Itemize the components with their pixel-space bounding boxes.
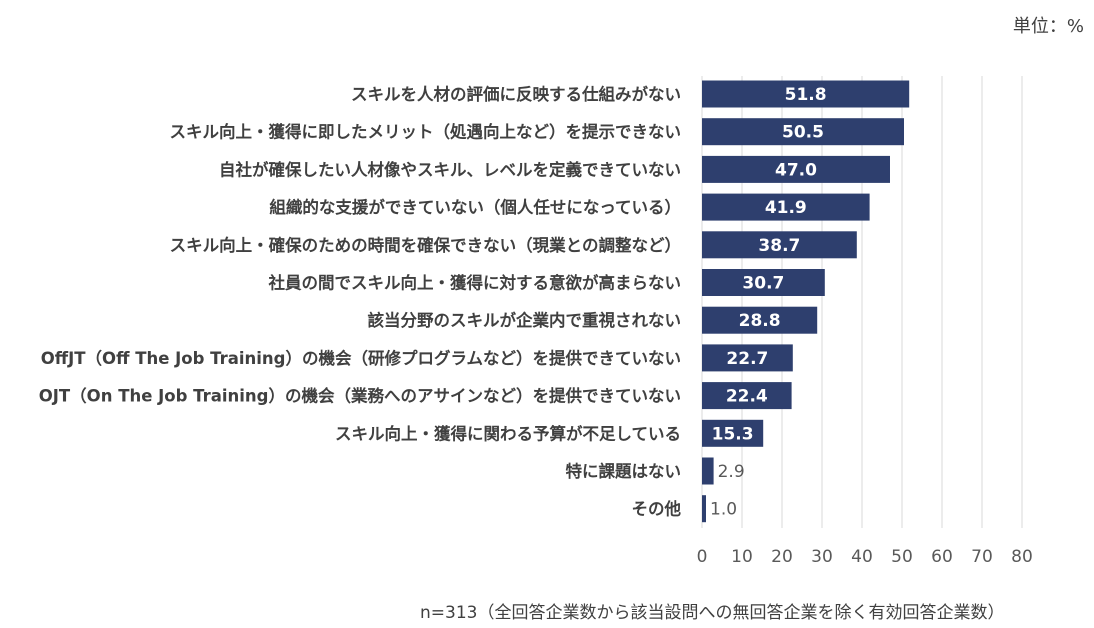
value-label: 50.5 bbox=[782, 123, 824, 143]
value-label: 38.7 bbox=[758, 236, 800, 256]
footnote: n=313（全回答企業数から該当設問への無回答企業を除く有効回答企業数） bbox=[420, 603, 1005, 623]
value-label: 22.4 bbox=[726, 387, 768, 407]
bar bbox=[702, 80, 910, 108]
bar bbox=[702, 269, 825, 296]
bar bbox=[702, 306, 818, 334]
bar bbox=[702, 344, 793, 372]
value-label: 28.8 bbox=[739, 311, 781, 331]
x-tick-label: 0 bbox=[697, 547, 708, 567]
value-labels: 51.8 50.5 47.0 41.9 38.7 30.7 28.8 22.7 22.4 15.3… bbox=[710, 85, 827, 520]
category-label: 該当分野のスキルが企業内で重視されない bbox=[368, 310, 682, 330]
category-label: 社員の間でスキル向上・獲得に対する意欲が高まらない bbox=[268, 273, 682, 293]
category-label: 特に課題はない bbox=[566, 461, 682, 481]
unit-label: 単位：% bbox=[1012, 16, 1084, 37]
value-label: 51.8 bbox=[785, 85, 827, 105]
bars bbox=[702, 80, 910, 523]
x-tick-label: 30 bbox=[811, 547, 833, 567]
category-label: 組織的な支援ができていない（個人任せになっている） bbox=[269, 197, 681, 217]
value-label: 30.7 bbox=[742, 274, 784, 294]
category-label: スキル向上・獲得に即したメリット（処遇向上など）を提示できない bbox=[170, 122, 682, 142]
bar bbox=[702, 495, 706, 523]
x-tick-label: 60 bbox=[931, 547, 953, 567]
value-label: 22.7 bbox=[726, 349, 768, 369]
x-tick-label: 40 bbox=[851, 547, 873, 567]
x-axis-ticks: 0 10 20 30 40 50 60 70 80 bbox=[697, 547, 1033, 567]
bar bbox=[702, 193, 870, 221]
grid-lines bbox=[701, 76, 1023, 528]
category-label: OJT（On The Job Training）の機会（業務へのアサインなど）を… bbox=[39, 386, 681, 406]
category-label: スキルを人材の評価に反映する仕組みがない bbox=[351, 84, 681, 104]
category-label: その他 bbox=[632, 499, 682, 519]
category-labels: スキルを人材の評価に反映する仕組みがないスキル向上・獲得に即したメリット（処遇向… bbox=[39, 84, 682, 519]
category-label: スキル向上・獲得に関わる予算が不足している bbox=[335, 423, 681, 443]
bar bbox=[702, 457, 714, 485]
value-label: 41.9 bbox=[765, 198, 807, 218]
value-label: 15.3 bbox=[712, 424, 754, 444]
bar bbox=[702, 419, 764, 447]
value-label: 47.0 bbox=[775, 160, 817, 180]
x-tick-label: 70 bbox=[971, 547, 993, 567]
category-label: スキル向上・確保のための時間を確保できない（現業との調整など） bbox=[170, 235, 681, 255]
value-label: 2.9 bbox=[718, 462, 745, 482]
x-tick-label: 10 bbox=[731, 547, 753, 567]
bar bbox=[702, 155, 890, 183]
x-tick-label: 80 bbox=[1011, 547, 1033, 567]
value-label: 1.0 bbox=[710, 500, 737, 520]
category-label: 自社が確保したい人材像やスキル、レベルを定義できていない bbox=[219, 159, 681, 179]
bar-chart: スキルを人材の評価に反映する仕組みがないスキル向上・獲得に即したメリット（処遇向… bbox=[39, 76, 1033, 567]
category-label: OffJT（Off The Job Training）の機会（研修プログラムなど… bbox=[41, 348, 681, 368]
bar bbox=[702, 382, 792, 410]
bar bbox=[702, 118, 904, 146]
x-tick-label: 20 bbox=[771, 547, 793, 567]
x-tick-label: 50 bbox=[891, 547, 913, 567]
bar bbox=[702, 231, 857, 259]
